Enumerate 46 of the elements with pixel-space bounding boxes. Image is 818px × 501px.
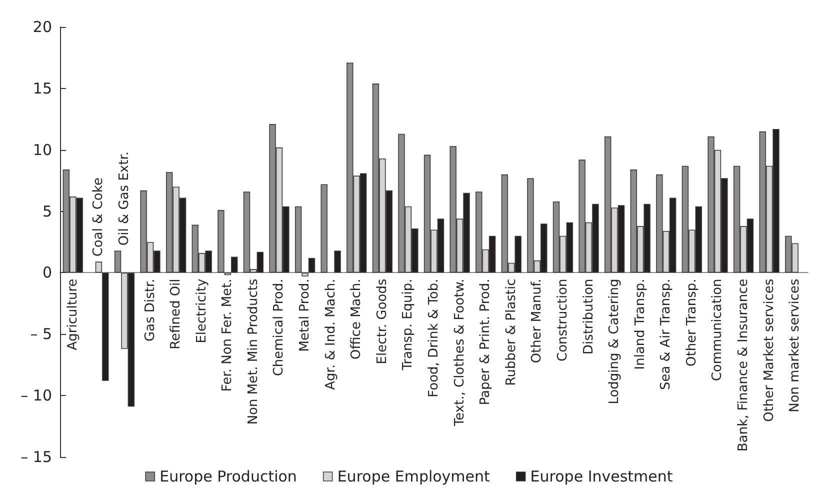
x-tick-label: Bank, Finance & Insurance (736, 278, 752, 452)
bar (231, 256, 238, 273)
x-tick-label: Food, Drink & Tob. (426, 278, 442, 398)
x-tick-label: Inland Transp. (632, 278, 648, 370)
x-tick-label: Other Market services (762, 278, 777, 422)
y-tick-label: 0 (42, 264, 52, 282)
bar (302, 272, 308, 276)
x-tick-label: Construction (555, 278, 570, 362)
x-tick-label: Other Manuf. (530, 278, 545, 364)
legend-label: Europe Production (160, 468, 297, 486)
x-tick-label: Rubber & Plastic (504, 278, 519, 386)
x-tick-label: Non Met. Min Products (246, 278, 261, 425)
x-tick-label: Transp. Equip. (400, 278, 416, 372)
y-tick-label: – 15 (20, 448, 52, 466)
y-tick-label: 15 (32, 79, 52, 98)
y-tick-label: 20 (32, 18, 52, 36)
legend-label: Europe Employment (337, 468, 490, 486)
x-tick-label: Other Transp. (684, 278, 700, 367)
x-tick-label: Chemical Prod. (272, 278, 287, 376)
x-tick-label: Fer. Non Fer. Met. (220, 278, 236, 392)
y-tick-label: – 5 (30, 325, 52, 344)
x-tick-label: Agr. & Ind. Mach. (323, 278, 338, 390)
x-tick-label: Communication (710, 278, 726, 382)
legend-label: Europe Investment (530, 468, 673, 486)
x-tick-label: Paper & Print. Prod. (478, 278, 494, 406)
x-tick-label: Oil & Gas Extr. (116, 152, 132, 246)
x-tick-label: Distribution (581, 278, 596, 355)
x-tick-label: Text., Clothes & Footw. (452, 278, 468, 428)
x-tick-label: Electricity (194, 278, 210, 344)
bar (102, 272, 109, 381)
y-tick-label: 10 (32, 140, 52, 159)
x-tick-label: Sea & Air Transp. (658, 278, 674, 390)
x-tick-label: Gas Distr. (142, 278, 158, 342)
x-tick-label: Non market services (788, 278, 803, 412)
x-tick-label: Office Mach. (349, 278, 364, 360)
bar (334, 250, 341, 273)
x-tick-label: Coal & Coke (91, 178, 106, 257)
y-tick-label: – 10 (20, 386, 52, 405)
x-tick-label: Metal Prod. (298, 278, 313, 352)
y-tick-label: 5 (42, 202, 52, 220)
x-tick-label: Lodging & Catering (607, 278, 622, 404)
x-tick-label: Agriculture (65, 278, 80, 350)
bar (95, 262, 102, 273)
x-tick-label: Electr. Goods (374, 278, 390, 364)
x-tick-label: Refined Oil (168, 278, 184, 350)
bar (308, 258, 316, 273)
